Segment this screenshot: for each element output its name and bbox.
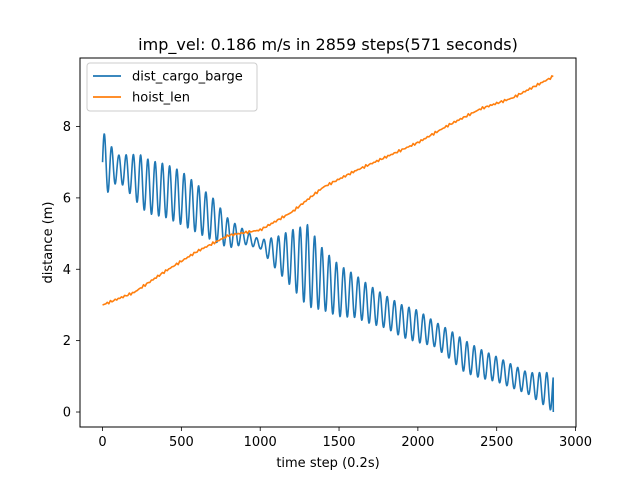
y-tick-label: 0 xyxy=(63,406,71,421)
x-tick-label: 500 xyxy=(169,435,194,450)
series-line-dist-cargo-barge xyxy=(101,133,555,413)
plot-frame xyxy=(79,57,577,428)
x-tick-label: 2500 xyxy=(480,435,513,450)
series-layer xyxy=(101,75,555,413)
y-axis-label: distance (m) xyxy=(41,201,56,283)
legend-box xyxy=(86,62,258,112)
x-tick-label: 3000 xyxy=(559,435,592,450)
y-tick-label: 2 xyxy=(63,334,71,349)
legend: dist_cargo_barge hoist_len xyxy=(86,62,258,112)
chart-title: imp_vel: 0.186 m/s in 2859 steps(571 sec… xyxy=(138,35,518,55)
y-tick-label: 8 xyxy=(63,120,71,135)
legend-label-dist-cargo-barge: dist_cargo_barge xyxy=(132,70,243,85)
y-axis-ticks: 0 2 4 6 8 xyxy=(63,120,80,421)
series-line-hoist-len xyxy=(102,75,554,306)
legend-label-hoist-len: hoist_len xyxy=(132,91,190,106)
y-tick-label: 6 xyxy=(63,191,71,206)
x-tick-label: 2000 xyxy=(401,435,434,450)
x-tick-label: 0 xyxy=(98,435,106,450)
x-tick-label: 1500 xyxy=(322,435,355,450)
y-tick-label: 4 xyxy=(63,263,71,278)
x-tick-label: 1000 xyxy=(244,435,277,450)
x-axis-label: time step (0.2s) xyxy=(276,456,379,471)
x-axis-ticks: 0 500 1000 1500 2000 2500 3000 xyxy=(98,427,592,450)
